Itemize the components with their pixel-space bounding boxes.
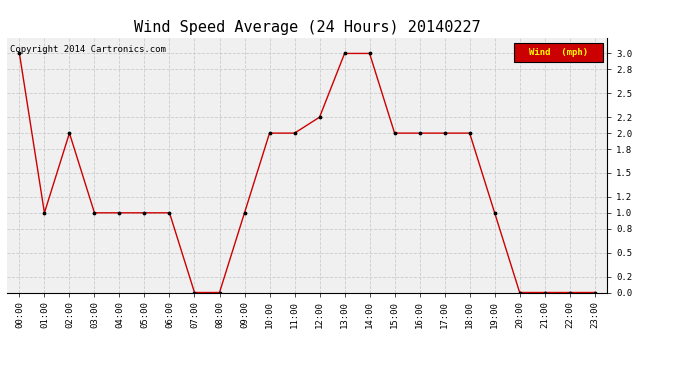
Text: Copyright 2014 Cartronics.com: Copyright 2014 Cartronics.com bbox=[10, 45, 166, 54]
FancyBboxPatch shape bbox=[514, 43, 603, 62]
Text: Wind  (mph): Wind (mph) bbox=[529, 48, 588, 57]
Title: Wind Speed Average (24 Hours) 20140227: Wind Speed Average (24 Hours) 20140227 bbox=[134, 20, 480, 35]
